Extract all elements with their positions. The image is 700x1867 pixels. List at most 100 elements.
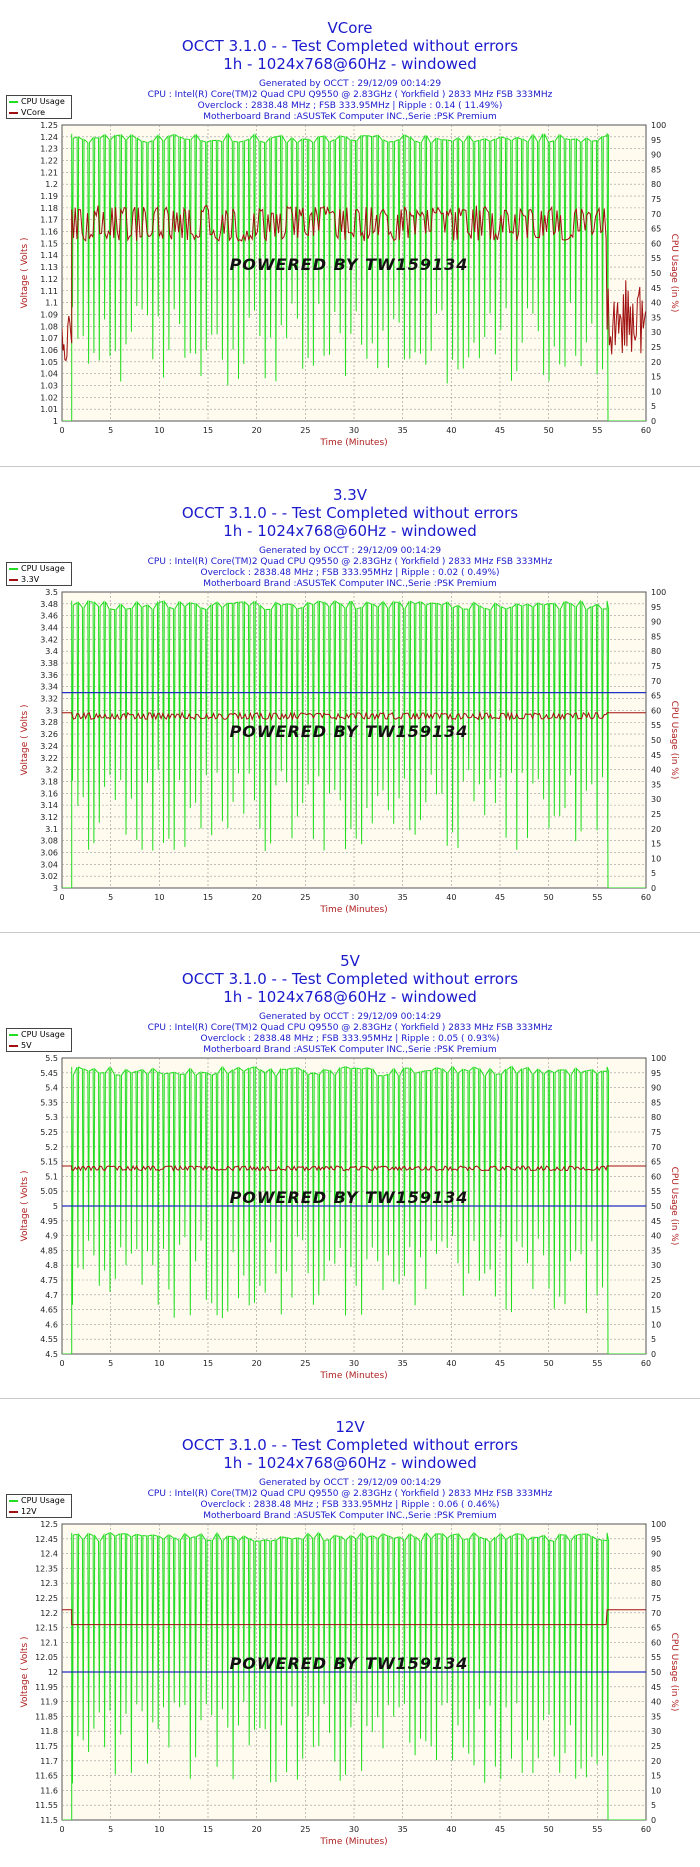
x-tick-label: 45 [495, 893, 505, 902]
chart-subtitle-2: 1h - 1024x768@60Hz - windowed [223, 55, 477, 73]
x-tick-label: 55 [592, 1359, 602, 1368]
x-axis-label: Time (Minutes) [319, 1837, 387, 1847]
watermark: POWERED BY TW159134 [230, 722, 469, 741]
y-tick-label: 1.17 [40, 216, 58, 225]
y-tick-label: 12.3 [40, 1579, 58, 1588]
legend-label: 5V [21, 1041, 32, 1050]
y-tick-label: 3.3 [45, 706, 58, 715]
y2-tick-label: 45 [651, 284, 661, 293]
y2-tick-label: 40 [651, 299, 661, 308]
chart-info-line: Generated by OCCT : 29/12/09 00:14:29 [258, 1478, 442, 1488]
chart-subtitle-1: OCCT 3.1.0 - - Test Completed without er… [181, 504, 519, 522]
x-axis-label: Time (Minutes) [319, 1371, 387, 1381]
y2-tick-label: 60 [651, 706, 661, 715]
y-axis-label: Voltage ( Volts ) [20, 237, 30, 308]
y2-tick-label: 80 [651, 1113, 661, 1122]
y-tick-label: 4.6 [45, 1320, 58, 1329]
y-tick-label: 11.8 [40, 1727, 58, 1736]
x-tick-label: 25 [300, 893, 310, 902]
chart-svg: 0 5 10 15 20 25 30 35 40 45 50 55 6011.511.5511.611.… [20, 1520, 679, 1847]
y2-tick-label: 65 [651, 692, 661, 701]
y-tick-label: 1.01 [40, 405, 58, 414]
chart-subtitle-1: OCCT 3.1.0 - - Test Completed without er… [181, 970, 519, 988]
y2-tick-label: 55 [651, 1187, 661, 1196]
x-tick-label: 30 [349, 426, 359, 435]
y2-tick-label: 20 [651, 825, 661, 834]
legend-label: VCore [21, 108, 45, 117]
y2-tick-label: 0 [651, 884, 656, 893]
x-tick-label: 10 [154, 1825, 164, 1834]
y-tick-label: 12.5 [40, 1520, 58, 1529]
y2-tick-label: 0 [651, 417, 656, 426]
x-tick-label: 20 [252, 426, 262, 435]
y-tick-label: 3.14 [40, 801, 58, 810]
y-tick-label: 3.22 [40, 754, 58, 763]
x-tick-label: 5 [108, 893, 113, 902]
legend-entry: 3.3V [7, 574, 71, 585]
y-tick-label: 11.5 [40, 1816, 58, 1825]
legend-swatch [9, 1033, 18, 1036]
y-tick-label: 3.32 [40, 695, 58, 704]
y2-tick-label: 10 [651, 387, 661, 396]
y2-tick-label: 10 [651, 1786, 661, 1795]
x-tick-label: 40 [446, 426, 456, 435]
x-tick-label: 40 [446, 1359, 456, 1368]
chart-info-line: Overclock : 2838.48 MHz ; FSB 333.95MHz … [200, 1500, 500, 1510]
legend-label: CPU Usage [21, 564, 65, 573]
y2-tick-label: 85 [651, 165, 661, 174]
watermark: POWERED BY TW159134 [230, 1654, 469, 1673]
y-tick-label: 4.95 [40, 1217, 58, 1226]
y2-tick-label: 85 [651, 632, 661, 641]
chart-info-line: Motherboard Brand :ASUSTeK Computer INC.… [203, 1511, 497, 1521]
x-tick-label: 0 [59, 1359, 64, 1368]
x-tick-label: 45 [495, 1825, 505, 1834]
x-tick-label: 25 [300, 426, 310, 435]
y-axis-label: Voltage ( Volts ) [20, 704, 30, 775]
chart-title: 12V [335, 1418, 365, 1436]
x-tick-label: 55 [592, 1825, 602, 1834]
x-tick-label: 60 [641, 893, 651, 902]
y2-tick-label: 55 [651, 1653, 661, 1662]
x-tick-label: 30 [349, 1359, 359, 1368]
y-tick-label: 3.08 [40, 837, 58, 846]
y-tick-label: 12.05 [35, 1653, 58, 1662]
legend-swatch [9, 578, 18, 581]
y2-tick-label: 60 [651, 1638, 661, 1647]
y2-tick-label: 75 [651, 1128, 661, 1137]
y-tick-label: 1.12 [40, 275, 58, 284]
y-tick-label: 11.7 [40, 1757, 58, 1766]
y-tick-label: 1.18 [40, 204, 58, 213]
legend-swatch [9, 111, 18, 114]
x-tick-label: 15 [203, 426, 213, 435]
y-tick-label: 1.05 [40, 358, 58, 367]
y2-tick-label: 25 [651, 810, 661, 819]
chart-subtitle-2: 1h - 1024x768@60Hz - windowed [223, 522, 477, 540]
y-tick-label: 3.02 [40, 872, 58, 881]
y-tick-label: 1.07 [40, 334, 58, 343]
y2-tick-label: 60 [651, 1172, 661, 1181]
y-axis-label: Voltage ( Volts ) [20, 1170, 30, 1241]
y2-tick-label: 25 [651, 343, 661, 352]
voltage-line [62, 1609, 646, 1626]
y2-tick-label: 45 [651, 1217, 661, 1226]
chart-panel-1: 3.3V OCCT 3.1.0 - - Test Completed withou… [0, 467, 700, 933]
y2-tick-label: 35 [651, 1712, 661, 1721]
x-tick-label: 20 [252, 1825, 262, 1834]
y2-tick-label: 25 [651, 1742, 661, 1751]
y-tick-label: 5.5 [45, 1054, 58, 1063]
cpu-usage-line [62, 1531, 646, 1820]
x-tick-label: 60 [641, 1825, 651, 1834]
y-tick-label: 1.16 [40, 228, 58, 237]
y-tick-label: 4.7 [45, 1291, 58, 1300]
y2-tick-label: 75 [651, 662, 661, 671]
chart-svg: 0 5 10 15 20 25 30 35 40 45 50 55 6033.023.043.063.0… [20, 588, 679, 915]
legend-label: CPU Usage [21, 1030, 65, 1039]
y-tick-label: 4.55 [40, 1335, 58, 1344]
y2-tick-label: 65 [651, 1624, 661, 1633]
y2-tick-label: 100 [651, 1054, 666, 1063]
chart-info-line: Overclock : 2838.48 MHz ; FSB 333.95MHz … [197, 101, 503, 111]
x-tick-label: 50 [544, 426, 554, 435]
y2-tick-label: 20 [651, 358, 661, 367]
y-tick-label: 1.15 [40, 239, 58, 248]
y2-tick-label: 60 [651, 239, 661, 248]
